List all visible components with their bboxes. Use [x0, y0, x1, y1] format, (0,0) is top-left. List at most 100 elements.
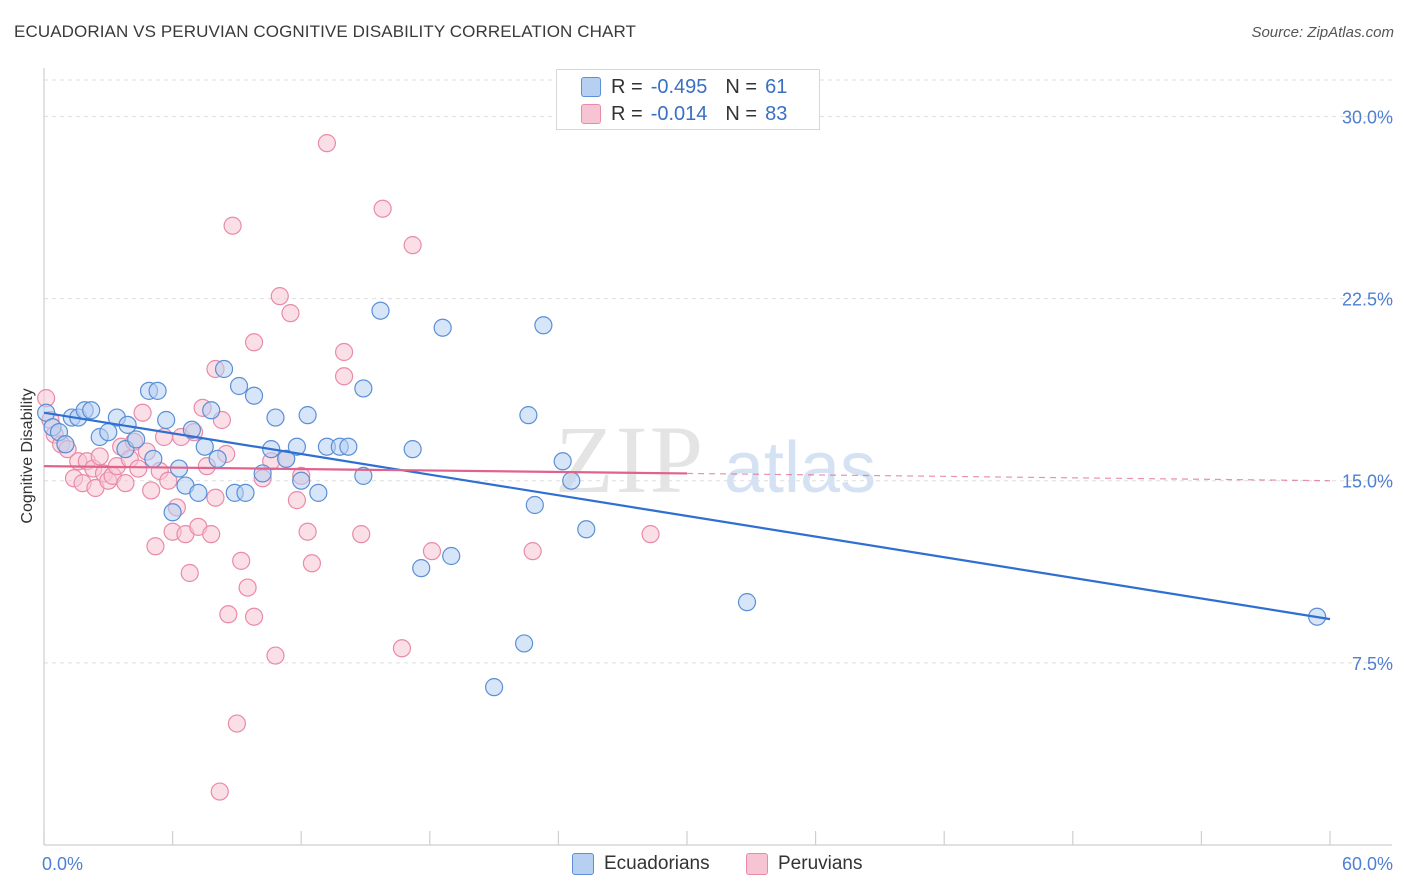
ecuadorians-point — [519, 406, 538, 425]
peruvians-point — [210, 782, 229, 801]
watermark-zip: ZIP — [555, 406, 705, 513]
peruvians-point — [298, 522, 317, 541]
bottom-legend-label: Peruvians — [778, 853, 863, 874]
peruvians-point — [422, 542, 442, 561]
bottom-legend-label: Ecuadorians — [604, 853, 710, 874]
legend-r-label: R = — [611, 75, 643, 98]
watermark-atlas: atlas — [724, 428, 876, 508]
peruvians-trend-line-extension — [686, 472, 1331, 482]
ecuadorians-point — [442, 546, 461, 566]
legend-row-ecuadorians: R = -0.495 N = 61 — [581, 75, 787, 99]
ecuadorians-point — [298, 406, 317, 425]
ecuadorians-point — [202, 401, 221, 420]
ecuadorians-point — [82, 401, 101, 420]
ecuadorians-point — [354, 379, 373, 398]
ecuadorians-point — [412, 559, 431, 578]
peruvians-point — [281, 304, 300, 323]
peruvians-point — [232, 551, 251, 570]
peruvians-point — [352, 525, 371, 544]
ecuadorians-point — [144, 449, 163, 468]
legend-swatch-blue — [581, 77, 601, 97]
peruvians-point — [244, 607, 264, 626]
correlation-legend: R = -0.495 N = 61 R = -0.014 N = 83 — [556, 69, 820, 130]
peruvians-point — [641, 525, 660, 544]
grid-lines — [44, 79, 1395, 664]
y-tick-label: 15.0% — [1342, 472, 1393, 492]
y-tick-label: 30.0% — [1342, 107, 1393, 127]
ecuadorians-point — [229, 376, 249, 396]
ecuadorians-point — [515, 634, 534, 653]
ecuadorians-point — [195, 437, 214, 456]
peruvians-point — [133, 403, 152, 422]
axes — [43, 68, 1392, 846]
peruvians-trend-line — [43, 465, 688, 475]
legend-n-label: N = — [725, 102, 758, 125]
ecuadorians-point — [433, 318, 452, 337]
ecuadorians-point — [562, 471, 581, 490]
ecuadorians-point — [244, 386, 264, 405]
peruvians-point — [129, 459, 148, 478]
peruvians-point — [287, 491, 307, 510]
peruvians-point — [146, 537, 165, 556]
ecuadorians-point — [534, 316, 553, 335]
y-tick-label: 22.5% — [1342, 290, 1393, 310]
peruvians-point — [180, 563, 199, 583]
ecuadorians-point — [485, 678, 504, 697]
peruvians-point — [202, 525, 221, 544]
peruvians-point — [116, 474, 135, 493]
ecuadorians-point — [236, 483, 255, 502]
y-tick-label: 7.5% — [1352, 654, 1393, 674]
ecuadorians-point — [553, 452, 572, 471]
ecuadorians-point — [277, 449, 296, 468]
peruvians-point — [373, 199, 392, 218]
peruvians-point — [223, 216, 242, 235]
legend-r-value: -0.495 — [650, 75, 708, 98]
legend-swatch-pink — [581, 104, 601, 124]
peruvians-point — [238, 578, 257, 597]
peruvians-point — [302, 554, 322, 573]
ecuadorians-point — [292, 471, 311, 490]
ecuadorians-point — [371, 301, 390, 320]
peruvians-point — [206, 488, 225, 507]
peruvians-point — [159, 471, 178, 490]
ecuadorians-point — [214, 359, 234, 379]
ecuadorians-point — [577, 520, 596, 539]
ecuadorians-point — [182, 420, 201, 439]
legend-n-label: N = — [725, 75, 758, 98]
legend-r-label: R = — [611, 102, 643, 125]
peruvians-point — [317, 134, 337, 153]
x-tick-label-max: 60.0% — [1342, 854, 1393, 874]
trend-lines — [43, 411, 1331, 621]
bottom-legend-swatch-blue — [572, 853, 594, 875]
bottom-legend-peruvians: Peruvians — [746, 852, 863, 876]
ecuadorians-point — [127, 430, 146, 449]
ecuadorians-point — [339, 437, 358, 456]
ecuadorians-point — [287, 437, 307, 456]
peruvians-point — [334, 367, 354, 386]
peruvians-point — [334, 342, 354, 362]
ecuadorians-point — [309, 483, 328, 502]
peruvians-point — [266, 646, 285, 665]
peruvians-point — [523, 542, 542, 561]
chart-title: ECUADORIAN VS PERUVIAN COGNITIVE DISABIL… — [14, 22, 636, 41]
ecuadorians-trend-line — [43, 411, 1331, 621]
peruvians-point — [403, 236, 422, 255]
ecuadorians-point — [189, 483, 208, 502]
ecuadorians-point — [208, 449, 227, 468]
ecuadorians-point — [737, 593, 757, 612]
peruvians-point — [90, 447, 109, 466]
bottom-legend-swatch-pink — [746, 853, 768, 875]
ecuadorians-point — [403, 440, 422, 459]
peruvians-point — [227, 714, 246, 733]
ecuadorians-point — [148, 381, 167, 400]
legend-row-peruvians: R = -0.014 N = 83 — [581, 102, 787, 126]
legend-r-value: -0.014 — [650, 102, 708, 125]
legend-n-value: 61 — [765, 75, 788, 98]
peruvians-point — [142, 481, 161, 500]
watermark: ZIP atlas — [555, 406, 876, 513]
ecuadorians-point — [525, 495, 544, 515]
peruvians-point — [244, 333, 264, 352]
tick-labels: 7.5% 15.0% 22.5% 30.0% 0.0% 60.0% — [42, 107, 1393, 874]
ecuadorians-points — [37, 301, 1327, 697]
